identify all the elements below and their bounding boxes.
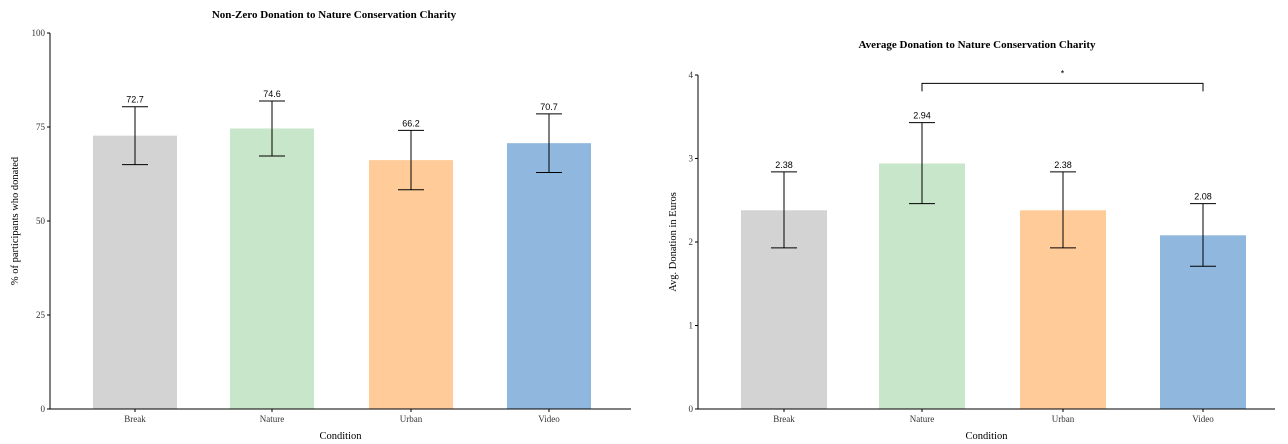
chart-title: Non-Zero Donation to Nature Conservation… [212, 9, 457, 21]
y-tick-label: 0 [689, 404, 694, 414]
x-tick-label-nature: Nature [260, 414, 285, 424]
bar-break [93, 135, 177, 409]
error-bar-video [1190, 203, 1216, 267]
y-axis-title: Avg. Donation in Euros [668, 192, 679, 292]
chart-average-donation: Average Donation to Nature Conservation … [668, 39, 1275, 442]
bar-nature [879, 163, 965, 409]
error-bar-urban [1050, 171, 1076, 249]
data-label-nature: 2.94 [913, 111, 931, 121]
y-axis-title: % of participants who donated [10, 156, 21, 285]
y-tick-label: 3 [689, 154, 694, 164]
bar-urban [369, 160, 453, 409]
y-tick-label: 0 [41, 404, 46, 414]
error-bar-nature [909, 122, 935, 205]
x-tick-label-urban: Urban [1052, 414, 1075, 424]
x-axis-title: Condition [965, 431, 1008, 442]
x-tick-label-video: Video [1192, 414, 1214, 424]
data-label-video: 70.7 [540, 102, 558, 112]
bar-video [507, 143, 591, 409]
y-tick-label: 50 [36, 216, 46, 226]
y-tick-label: 2 [689, 237, 694, 247]
y-tick-label: 1 [689, 321, 694, 331]
error-bar-video [536, 113, 562, 173]
data-label-video: 2.08 [1194, 192, 1212, 202]
x-tick-label-nature: Nature [910, 414, 935, 424]
x-tick-label-break: Break [124, 414, 146, 424]
data-label-urban: 2.38 [1054, 160, 1072, 170]
y-tick-label: 4 [689, 70, 694, 80]
error-bar-urban [398, 129, 424, 191]
data-label-urban: 66.2 [402, 118, 420, 128]
bar-nature [230, 128, 314, 409]
chart-nonzero-donation: Non-Zero Donation to Nature Conservation… [10, 9, 631, 442]
significance-bracket-line [921, 82, 1204, 92]
error-bar-nature [259, 100, 285, 157]
x-axis-title: Condition [319, 431, 362, 442]
error-bar-break [771, 171, 797, 249]
data-label-break: 2.38 [775, 160, 793, 170]
data-label-nature: 74.6 [263, 89, 281, 99]
error-bar-break [122, 106, 148, 166]
y-tick-label: 75 [36, 122, 46, 132]
chart-title: Average Donation to Nature Conservation … [859, 39, 1096, 51]
x-tick-label-video: Video [538, 414, 560, 424]
y-tick-label: 25 [36, 310, 46, 320]
significance-marker: * [1061, 68, 1065, 78]
y-tick-label: 100 [32, 28, 46, 38]
data-label-break: 72.7 [126, 95, 144, 105]
x-tick-label-urban: Urban [400, 414, 423, 424]
significance-bracket: * [921, 68, 1204, 92]
x-tick-label-break: Break [773, 414, 795, 424]
